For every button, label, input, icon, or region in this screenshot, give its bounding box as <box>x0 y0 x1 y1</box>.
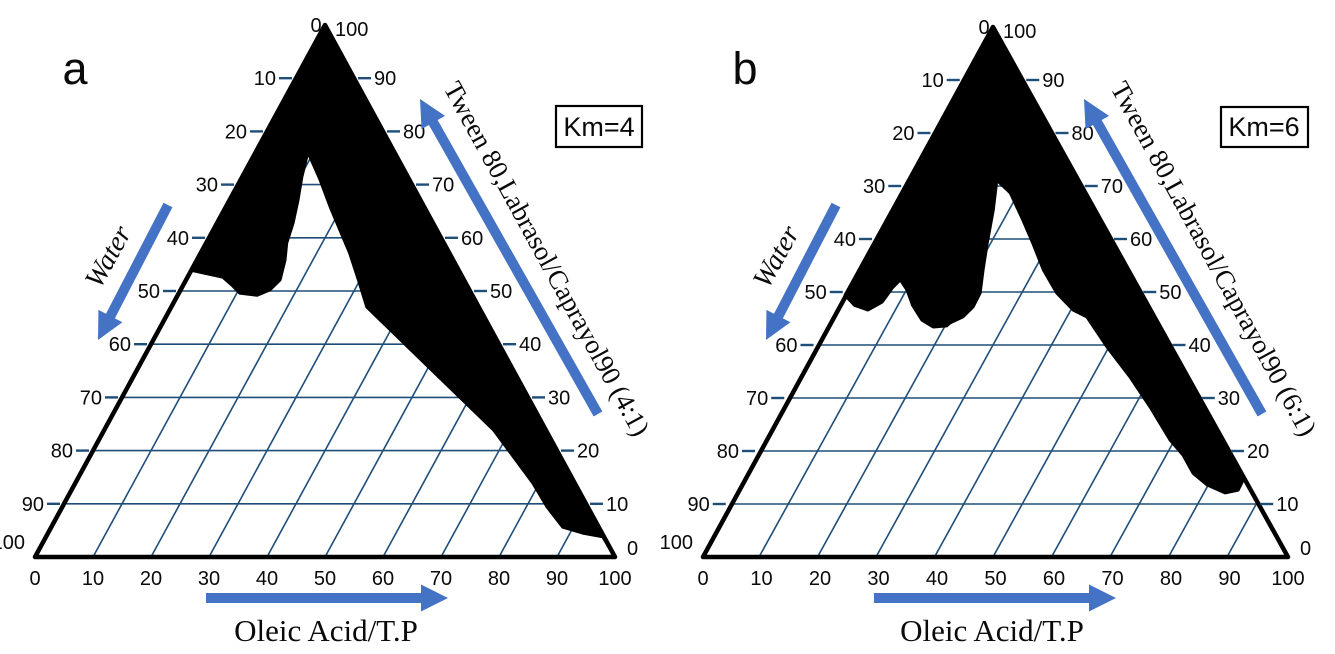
ternary-panel-b: 0102030405060708090100100908070605040302… <box>660 17 1311 612</box>
tick-label-bottom: 80 <box>1160 568 1182 590</box>
axis-label-oleic-a: Oleic Acid/T.P <box>234 613 418 648</box>
axis-arrow-shaft-smix <box>424 112 603 417</box>
tick-label-bottom: 40 <box>926 568 948 590</box>
tick-label-bottom: 60 <box>1043 568 1065 590</box>
tick-label-bottom: 90 <box>1218 568 1240 590</box>
tick-label-right: 40 <box>519 334 541 356</box>
axis-arrow-head-water <box>766 309 791 340</box>
tick-label-left: 40 <box>834 229 856 251</box>
tick-label-bottom: 0 <box>697 568 708 590</box>
tick-label-left: 0 <box>310 15 321 37</box>
tick-label-left: 60 <box>109 334 131 356</box>
tick-label-bottom: 10 <box>750 568 772 590</box>
tick-label-right: 70 <box>1101 176 1123 198</box>
axis-arrow-head-smix <box>420 99 446 130</box>
tick-label-right: 40 <box>1189 335 1211 357</box>
tick-label-right: 90 <box>374 68 396 90</box>
panel-label-b: b <box>732 43 757 94</box>
tick-label-bottom: 60 <box>372 568 394 590</box>
tick-label-right: 10 <box>1276 494 1298 516</box>
tick-label-left: 30 <box>196 175 218 197</box>
axis-arrow-head-oleic <box>421 584 448 612</box>
km-box-a <box>554 104 644 149</box>
tick-label-right: 70 <box>432 175 454 197</box>
tick-label-right: 10 <box>606 494 628 516</box>
tick-label-left: 90 <box>22 494 44 516</box>
panel-label-a: a <box>62 43 88 94</box>
axis-arrow-shaft-water <box>769 202 841 327</box>
tick-label-right: 20 <box>1247 441 1269 463</box>
tick-label-left: 30 <box>863 176 885 198</box>
tick-label-bottom: 50 <box>984 568 1006 590</box>
axis-arrow-head-water <box>98 309 123 340</box>
tick-label-left: 90 <box>688 494 710 516</box>
phase-region <box>843 25 1245 495</box>
tick-label-left: 80 <box>717 441 739 463</box>
km-value-b: Km=6 <box>1228 112 1299 142</box>
km-box-b <box>1219 105 1310 149</box>
tick-label-right: 0 <box>627 538 638 560</box>
tick-label-left: 60 <box>775 335 797 357</box>
axis-arrow-shaft-water <box>101 202 173 327</box>
tick-label-left: 70 <box>746 388 768 410</box>
tick-label-right: 50 <box>1159 282 1181 304</box>
axis-arrow-head-smix <box>1084 99 1110 130</box>
tick-label-bottom: 50 <box>314 568 336 590</box>
axis-arrow-shaft-smix <box>1088 112 1267 417</box>
axis-arrow-head-oleic <box>1089 584 1116 612</box>
tick-label-left: 80 <box>51 441 73 463</box>
triangle-border <box>700 24 1291 560</box>
tick-label-right: 100 <box>1003 21 1036 43</box>
tick-label-left: 0 <box>978 17 989 39</box>
tick-label-left: 70 <box>80 387 102 409</box>
km-value-a: Km=4 <box>563 112 634 142</box>
tick-label-right: 20 <box>577 441 599 463</box>
tick-label-left: 20 <box>225 121 247 143</box>
grid-line-oleic <box>1226 503 1257 558</box>
tick-label-bottom: 90 <box>546 568 568 590</box>
tick-label-bottom: 80 <box>488 568 510 590</box>
tick-label-right: 80 <box>1072 123 1094 145</box>
tick-label-right: 30 <box>1218 388 1240 410</box>
tick-label-bottom: 0 <box>29 568 40 590</box>
tick-label-right: 60 <box>461 228 483 250</box>
axis-label-oleic-b: Oleic Acid/T.P <box>900 613 1084 648</box>
tick-label-left: 50 <box>138 281 160 303</box>
tick-label-bottom: 20 <box>809 568 831 590</box>
tick-label-bottom: 70 <box>1101 568 1123 590</box>
tick-label-left: 10 <box>254 68 276 90</box>
tick-label-left: 20 <box>892 123 914 145</box>
triangle-border <box>32 22 618 560</box>
tick-label-left: 10 <box>922 70 944 92</box>
tick-label-right: 80 <box>403 121 425 143</box>
tick-label-right: 0 <box>1300 538 1311 560</box>
tick-label-bottom: 100 <box>598 568 631 590</box>
tick-label-left: 50 <box>805 282 827 304</box>
tick-label-left: 100 <box>0 532 25 554</box>
tick-label-right: 50 <box>490 281 512 303</box>
tick-label-bottom: 40 <box>256 568 278 590</box>
tick-label-left: 40 <box>167 228 189 250</box>
tick-label-right: 60 <box>1130 229 1152 251</box>
tick-label-right: 100 <box>335 19 368 41</box>
tick-label-right: 90 <box>1042 70 1064 92</box>
tick-label-bottom: 30 <box>198 568 220 590</box>
tick-label-bottom: 70 <box>430 568 452 590</box>
tick-label-bottom: 10 <box>82 568 104 590</box>
phase-region <box>189 23 617 559</box>
tick-label-bottom: 30 <box>867 568 889 590</box>
tick-label-left: 100 <box>660 532 693 554</box>
tick-label-right: 30 <box>548 387 570 409</box>
tick-label-bottom: 100 <box>1271 568 1304 590</box>
grid-line-oleic <box>816 132 1053 558</box>
ternary-panel-a: 0102030405060708090100100908070605040302… <box>0 15 638 612</box>
tick-label-bottom: 20 <box>140 568 162 590</box>
